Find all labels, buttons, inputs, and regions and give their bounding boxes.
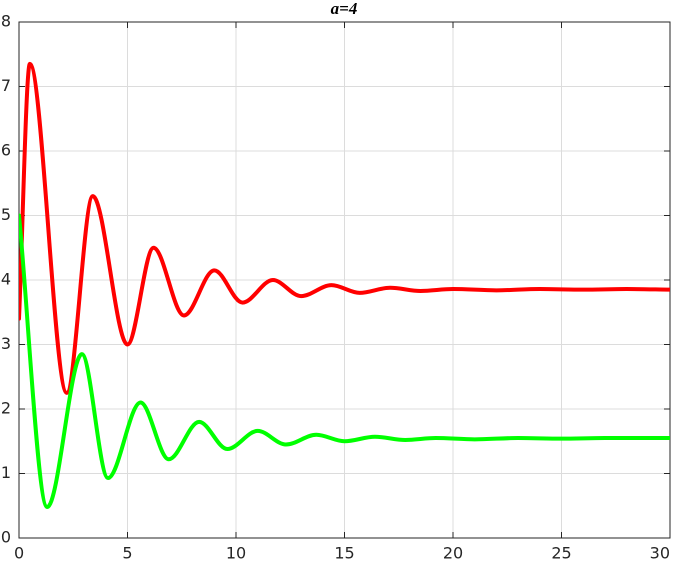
- x-tick-label: 15: [334, 544, 354, 563]
- x-tick-label: 0: [14, 544, 24, 563]
- y-tick-label: 3: [1, 334, 11, 353]
- x-tick-label: 10: [226, 544, 246, 563]
- y-tick-label: 7: [1, 76, 11, 95]
- x-tick-label: 25: [551, 544, 571, 563]
- x-tick-label: 30: [650, 544, 670, 563]
- chart-title: a=4: [331, 0, 358, 18]
- y-tick-label: 0: [1, 528, 11, 547]
- x-tick-label: 20: [443, 544, 463, 563]
- data-line: [19, 213, 670, 510]
- y-tick-label: 8: [1, 12, 11, 31]
- x-tick-label: 5: [122, 544, 132, 563]
- y-tick-label: 4: [1, 270, 11, 289]
- y-tick-label: 5: [1, 205, 11, 224]
- y-tick-label: 1: [1, 463, 11, 482]
- y-tick-label: 2: [1, 399, 11, 418]
- y-tick-label: 6: [1, 141, 11, 160]
- data-line: [19, 61, 670, 395]
